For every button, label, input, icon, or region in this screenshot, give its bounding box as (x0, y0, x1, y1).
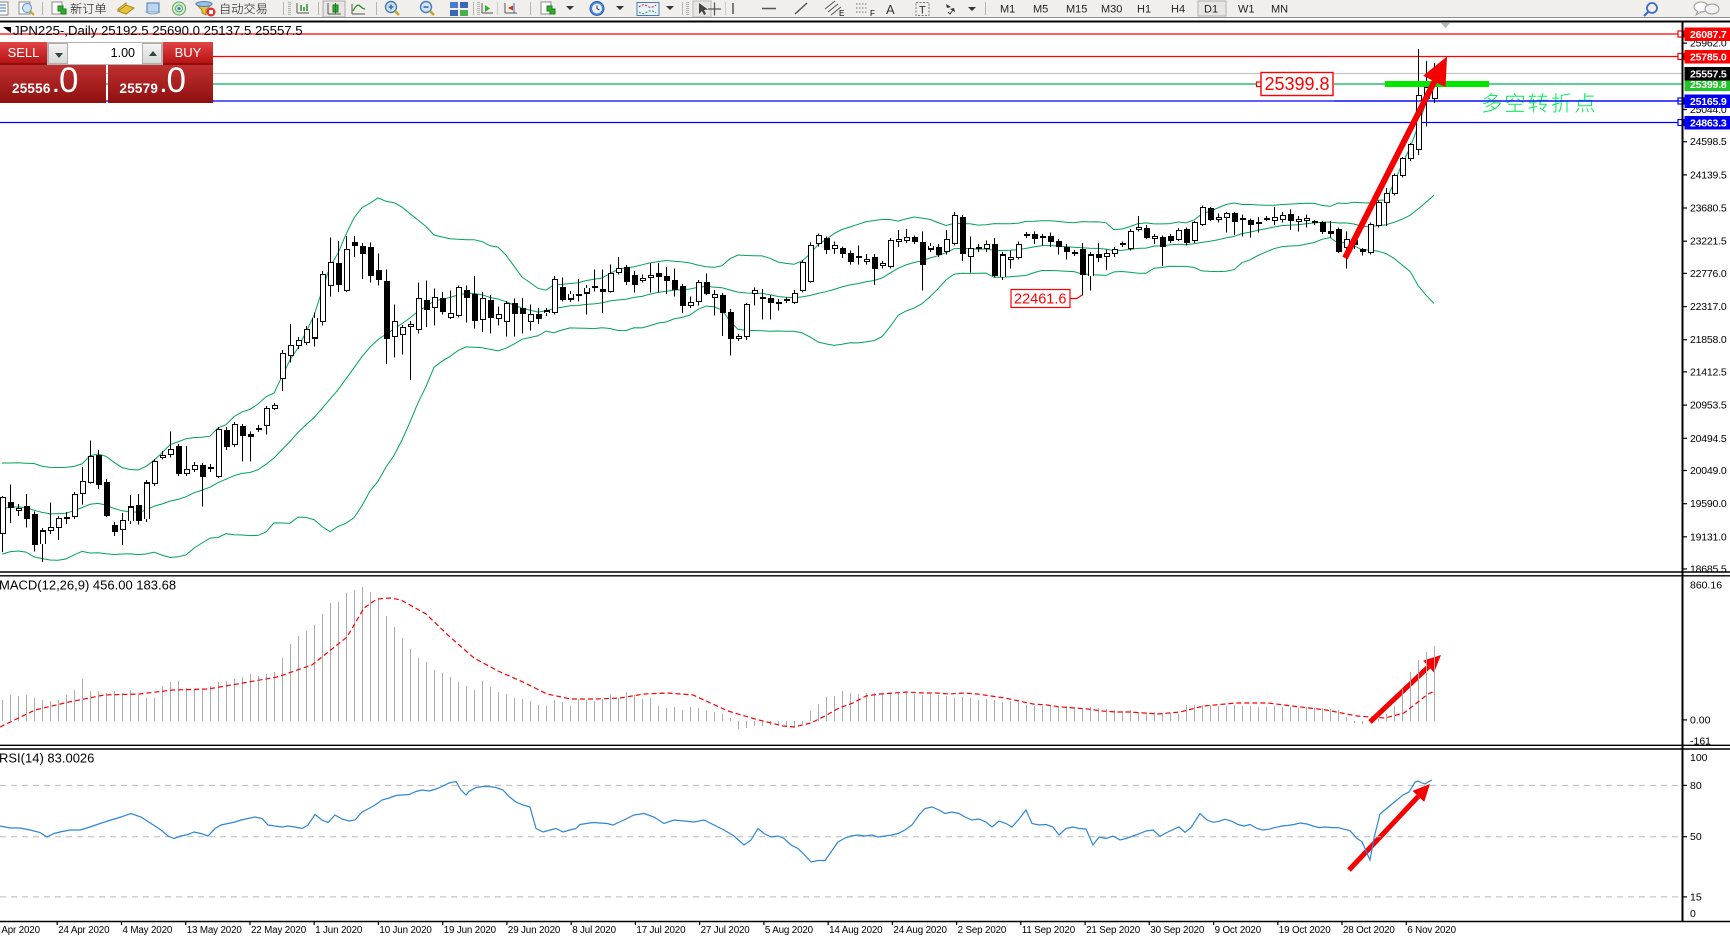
svg-text:2 Sep 2020: 2 Sep 2020 (958, 925, 1007, 936)
svg-text:25165.9: 25165.9 (1690, 96, 1727, 108)
svg-text:19131.0: 19131.0 (1690, 531, 1727, 543)
svg-text:D1: D1 (1204, 4, 1218, 16)
svg-text:-161: -161 (1690, 736, 1711, 748)
svg-text:21412.5: 21412.5 (1690, 366, 1727, 378)
svg-text:0: 0 (1690, 908, 1696, 920)
svg-text:M1: M1 (1000, 4, 1015, 16)
svg-text:21 Sep 2020: 21 Sep 2020 (1086, 925, 1141, 936)
svg-text:RSI(14) 83.0026: RSI(14) 83.0026 (0, 751, 94, 766)
svg-text:21858.0: 21858.0 (1690, 334, 1727, 346)
svg-text:H1: H1 (1137, 4, 1151, 16)
svg-text:E: E (839, 9, 844, 18)
svg-text:24863.3: 24863.3 (1690, 118, 1727, 130)
svg-text:24139.5: 24139.5 (1690, 169, 1727, 181)
svg-text:6 Apr 2020: 6 Apr 2020 (0, 925, 41, 936)
svg-text:17 Jul 2020: 17 Jul 2020 (636, 925, 686, 936)
svg-text:M5: M5 (1033, 4, 1048, 16)
svg-text:9 Oct 2020: 9 Oct 2020 (1215, 925, 1262, 936)
svg-text:22461.6: 22461.6 (1014, 292, 1066, 308)
svg-text:24 Apr 2020: 24 Apr 2020 (58, 925, 110, 936)
svg-text:22776.0: 22776.0 (1690, 268, 1727, 280)
svg-text:20494.5: 20494.5 (1690, 433, 1727, 445)
svg-text:22 May 2020: 22 May 2020 (251, 925, 307, 936)
svg-text:JPN225-,Daily 25192.5 25690.0: JPN225-,Daily 25192.5 25690.0 25137.5 25… (13, 23, 303, 38)
svg-text:25399.8: 25399.8 (1690, 79, 1727, 91)
svg-text:A: A (886, 2, 895, 17)
svg-text:10 Jun 2020: 10 Jun 2020 (379, 925, 432, 936)
svg-text:26087.7: 26087.7 (1690, 29, 1727, 41)
svg-text:20953.5: 20953.5 (1690, 400, 1727, 412)
svg-text:4 May 2020: 4 May 2020 (123, 925, 173, 936)
svg-text:13 May 2020: 13 May 2020 (187, 925, 243, 936)
svg-text:15: 15 (1690, 891, 1702, 903)
svg-text:14 Aug 2020: 14 Aug 2020 (829, 925, 883, 936)
svg-text:50: 50 (1690, 831, 1702, 843)
svg-text:20049.0: 20049.0 (1690, 465, 1727, 477)
svg-text:80: 80 (1690, 780, 1702, 792)
svg-text:23221.5: 23221.5 (1690, 236, 1727, 248)
svg-text:MACD(12,26,9) 456.00 183.68: MACD(12,26,9) 456.00 183.68 (0, 578, 176, 593)
svg-text:F: F (870, 9, 875, 18)
svg-text:25399.8: 25399.8 (1265, 74, 1330, 94)
svg-text:MN: MN (1271, 4, 1288, 16)
svg-text:29 Jun 2020: 29 Jun 2020 (508, 925, 561, 936)
svg-text:8 Jul 2020: 8 Jul 2020 (572, 925, 616, 936)
svg-text:T: T (919, 5, 926, 17)
svg-text:H4: H4 (1171, 4, 1185, 16)
svg-text:860.16: 860.16 (1690, 580, 1722, 592)
svg-text:25557.5: 25557.5 (1690, 69, 1727, 81)
svg-text:18685.5: 18685.5 (1690, 564, 1727, 576)
svg-text:5 Aug 2020: 5 Aug 2020 (765, 925, 814, 936)
svg-text:6 Nov 2020: 6 Nov 2020 (1407, 925, 1456, 936)
svg-text:11 Sep 2020: 11 Sep 2020 (1022, 925, 1076, 936)
svg-text:1 Jun 2020: 1 Jun 2020 (315, 925, 363, 936)
svg-text:28 Oct 2020: 28 Oct 2020 (1343, 925, 1395, 936)
svg-text:19 Oct 2020: 19 Oct 2020 (1279, 925, 1331, 936)
svg-text:W1: W1 (1238, 4, 1255, 16)
svg-text:24 Aug 2020: 24 Aug 2020 (893, 925, 947, 936)
svg-text:24598.5: 24598.5 (1690, 136, 1727, 148)
svg-text:27 Jul 2020: 27 Jul 2020 (701, 925, 751, 936)
svg-text:19 Jun 2020: 19 Jun 2020 (444, 925, 497, 936)
svg-text:19590.0: 19590.0 (1690, 498, 1727, 510)
svg-text:M30: M30 (1101, 4, 1122, 16)
svg-text:23680.5: 23680.5 (1690, 203, 1727, 215)
svg-text:100: 100 (1690, 752, 1708, 764)
svg-text:M15: M15 (1066, 4, 1087, 16)
svg-text:0.00: 0.00 (1690, 714, 1711, 726)
svg-text:25785.0: 25785.0 (1690, 52, 1727, 64)
svg-text:30 Sep 2020: 30 Sep 2020 (1150, 925, 1205, 936)
svg-text:22317.0: 22317.0 (1690, 301, 1727, 313)
